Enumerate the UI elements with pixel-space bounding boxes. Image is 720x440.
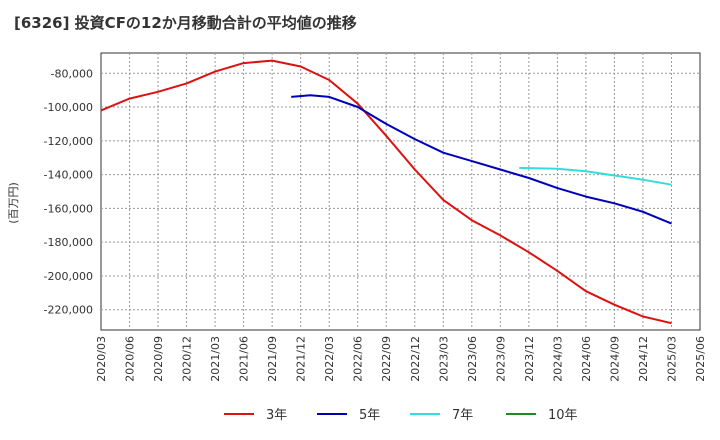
x-tick-label: 2025/06 (694, 336, 707, 382)
y-tick-label: -80,000 (51, 67, 93, 80)
y-tick-label: -140,000 (44, 169, 93, 182)
series-lines (100, 59, 672, 325)
legend-label: 7年 (452, 408, 473, 423)
x-tick-label: 2023/03 (437, 336, 450, 382)
plot-area (100, 52, 701, 331)
y-tick-label: -100,000 (44, 101, 93, 114)
x-tick-label: 2020/12 (181, 336, 194, 382)
x-tick-label: 2022/12 (409, 336, 422, 382)
chart-title: [6326] 投資CFの12か月移動合計の平均値の推移 (14, 14, 357, 32)
x-tick-label: 2023/09 (494, 336, 507, 382)
series-line (519, 166, 672, 186)
x-tick-label: 2022/09 (380, 336, 393, 382)
x-tick-label: 2024/12 (637, 336, 650, 382)
x-tick-label: 2024/09 (608, 336, 621, 382)
x-tick-label: 2021/06 (238, 336, 251, 382)
legend-label: 5年 (359, 408, 380, 423)
x-tick-label: 2022/06 (352, 336, 365, 382)
x-tick-label: 2020/09 (152, 336, 165, 382)
axis-labels: 2020/03 2020/06 2020/09 2020/12 2021/03 2021/… (44, 67, 707, 381)
x-tick-label: 2025/03 (665, 336, 678, 382)
x-tick-label: 2021/09 (266, 336, 279, 382)
legend-label: 10年 (548, 408, 578, 423)
y-axis-label: (百万円) (7, 182, 20, 224)
x-tick-label: 2021/03 (209, 336, 222, 382)
x-tick-label: 2021/12 (295, 336, 308, 382)
x-tick-label: 2020/03 (95, 336, 108, 382)
x-tick-label: 2024/03 (551, 336, 564, 382)
y-tick-label: -160,000 (44, 202, 93, 215)
y-tick-label: -120,000 (44, 135, 93, 148)
y-tick-label: -180,000 (44, 236, 93, 249)
series-line (291, 94, 672, 225)
x-tick-label: 2023/06 (466, 336, 479, 382)
y-tick-label: -200,000 (44, 270, 93, 283)
legend-label: 3年 (266, 408, 287, 423)
series-line (100, 59, 672, 325)
legend: 3年 5年 7年 10年 (224, 408, 578, 423)
x-tick-label: 2024/06 (580, 336, 593, 382)
x-tick-label: 2023/12 (523, 336, 536, 382)
x-tick-label: 2020/06 (124, 336, 137, 382)
y-tick-label: -220,000 (44, 304, 93, 317)
x-tick-label: 2022/03 (323, 336, 336, 382)
